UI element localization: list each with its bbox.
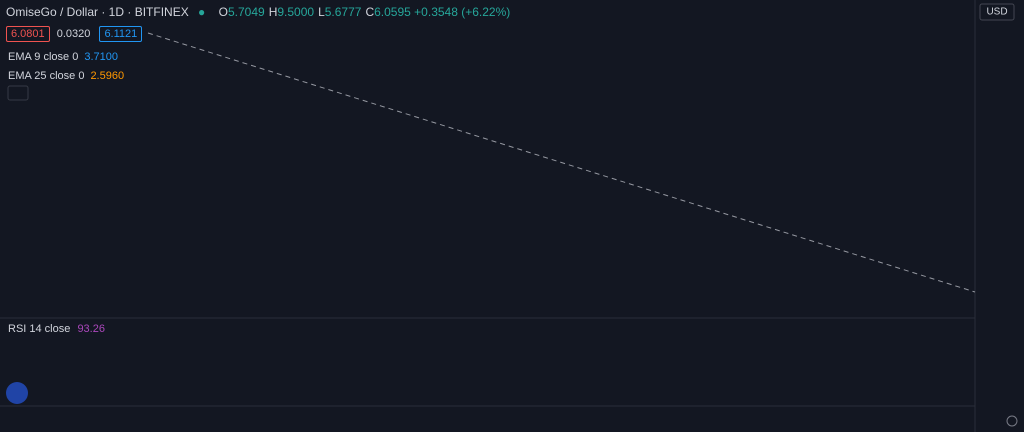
trend-line [147, 32, 976, 293]
rsi-legend: RSI 14 close 93.26 [8, 323, 105, 335]
bid[interactable]: 6.0801 [6, 26, 50, 42]
logo[interactable] [6, 382, 28, 404]
settings-icon[interactable] [1006, 415, 1018, 427]
change: +0.3548 (+6.22%) [414, 5, 511, 19]
legend-entry: EMA 25 close 0 2.5960 [8, 67, 124, 86]
header: OmiseGo / Dollar · 1D · BITFINEX ● O5.70… [6, 5, 510, 19]
spread: 0.0320 [56, 28, 91, 40]
currency-box[interactable] [979, 3, 1015, 21]
rsi-value: 93.26 [77, 323, 105, 335]
ask[interactable]: 6.1121 [99, 26, 143, 42]
symbol: OmiseGo / Dollar · 1D · BITFINEX [6, 5, 189, 19]
legend-name: EMA 25 close 0 [8, 70, 85, 82]
legend-value: 3.7100 [84, 51, 118, 63]
ohlc-value: 5.6777 [324, 5, 362, 19]
ohlc-key: L [318, 5, 325, 19]
ohlc-key: C [365, 5, 375, 19]
ohlc-value: 9.5000 [277, 5, 315, 19]
ohlc-value: 6.0595 [374, 5, 411, 19]
ohlc: O5.7049 H9.5000 L5.6777 C6.0595 [215, 5, 411, 19]
currency: USD [986, 7, 1007, 18]
ohlc-key: O [218, 5, 228, 19]
legend-value: 2.5960 [90, 70, 125, 82]
legend: EMA 9 close 0 3.7100 EMA 25 close 0 2.5960 [8, 48, 124, 86]
collapse-button[interactable] [7, 85, 29, 101]
rsi-title: RSI 14 close [8, 323, 71, 335]
ohlc-value: 5.7049 [227, 5, 265, 19]
ohlc-key: H [268, 5, 278, 19]
legend-name: EMA 9 close 0 [8, 51, 79, 63]
quote: 6.0801 0.0320 6.1121 [6, 26, 146, 42]
status-dot: ● [198, 5, 206, 19]
legend-entry: EMA 9 close 0 3.7100 [8, 48, 124, 67]
